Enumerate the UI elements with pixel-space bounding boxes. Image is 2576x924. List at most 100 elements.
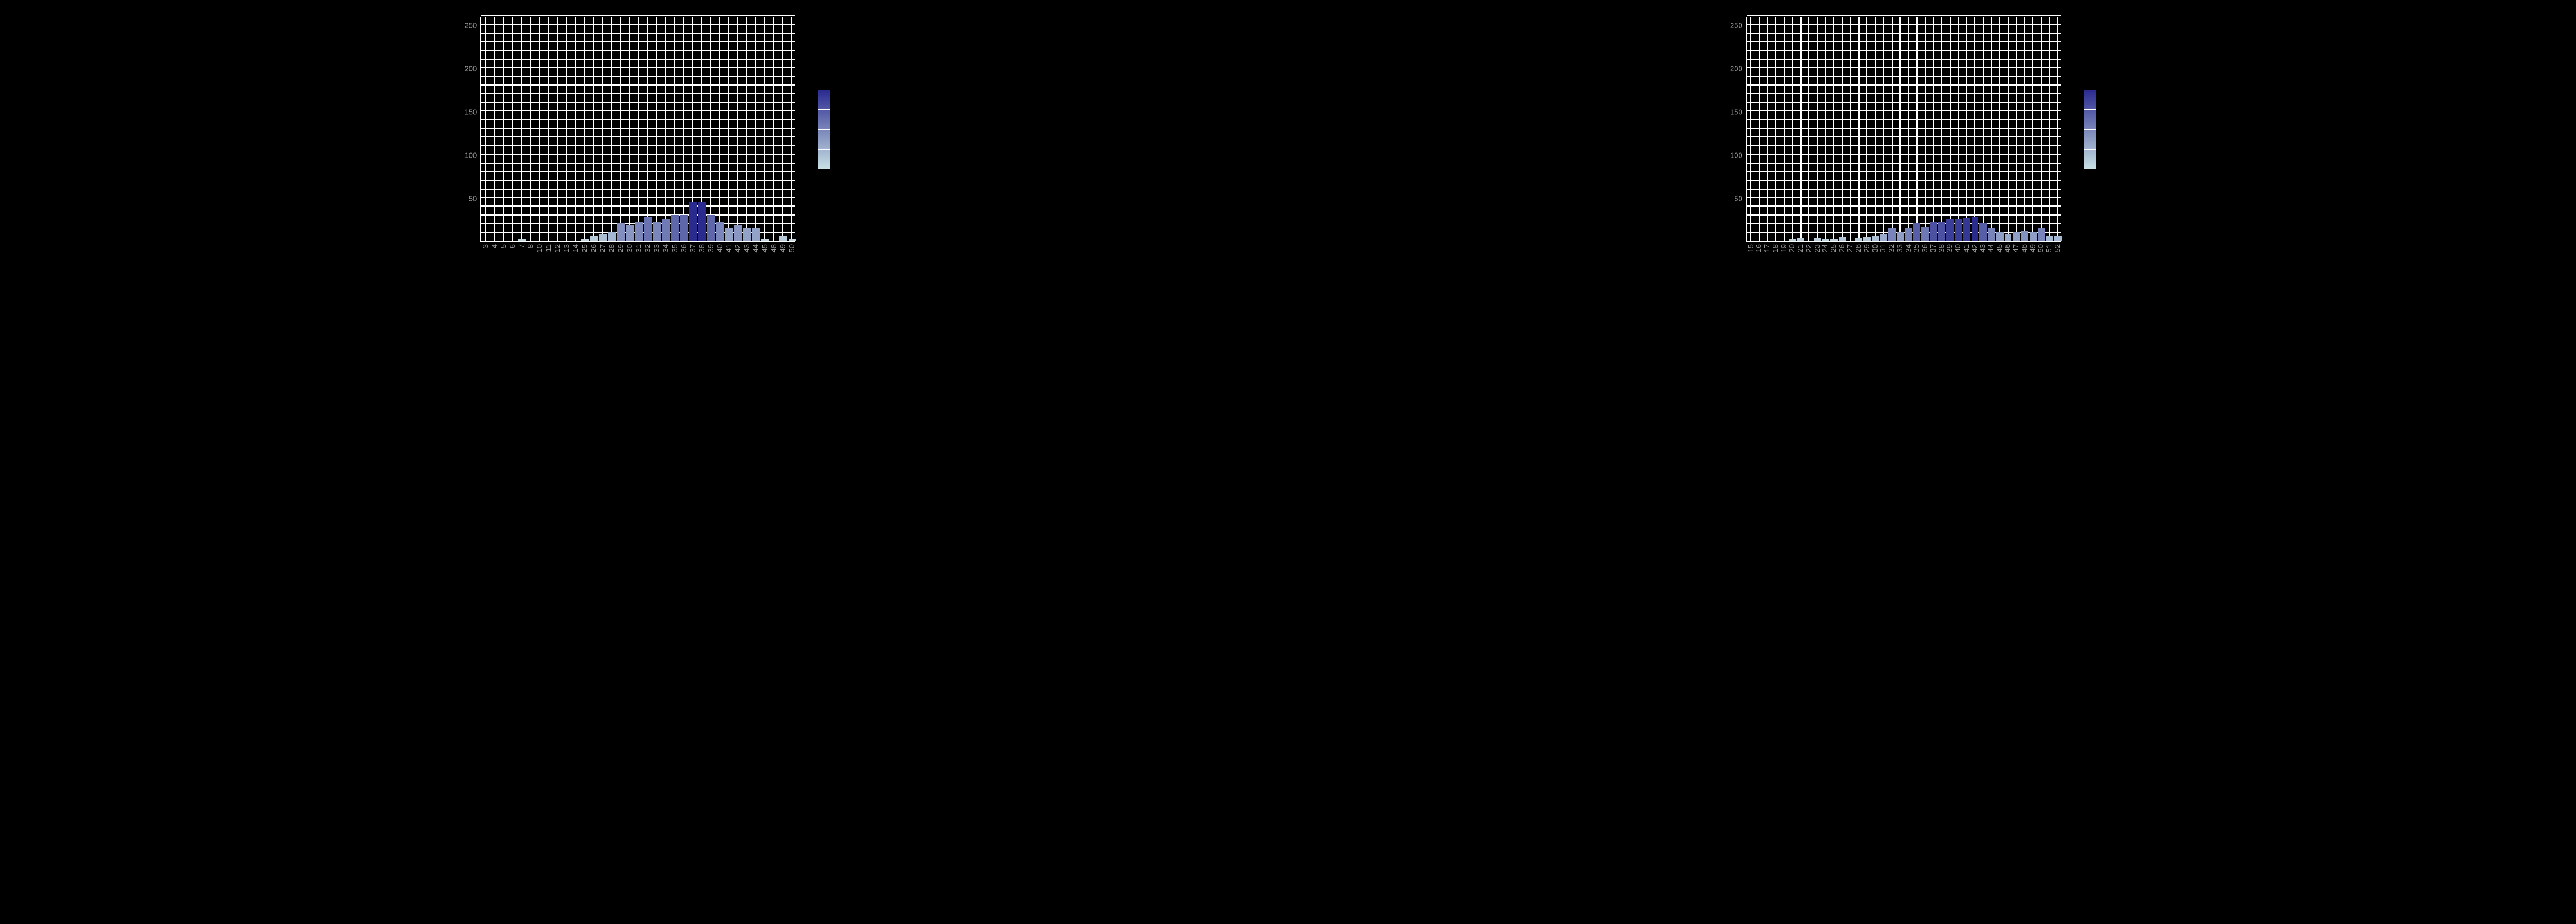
chart-panel-right: 5010015020025015161718192021222324252627… xyxy=(1746,17,2096,242)
charts-row: 5010015020025034567810111213142526272829… xyxy=(0,0,2576,924)
h-gridline xyxy=(1747,119,2061,120)
x-tick-label: 46 xyxy=(2003,242,2011,252)
h-gridline xyxy=(1747,24,2061,25)
bar xyxy=(752,228,760,241)
bar xyxy=(635,222,643,241)
v-gridline xyxy=(1784,17,1785,241)
x-tick-label: 26 xyxy=(1838,242,1846,252)
v-gridline xyxy=(764,17,765,241)
bar xyxy=(761,239,769,241)
v-gridline xyxy=(1817,17,1818,241)
x-tick-label: 30 xyxy=(1871,242,1879,252)
v-gridline xyxy=(1899,17,1901,241)
h-gridline xyxy=(1747,145,2061,146)
v-gridline xyxy=(746,17,747,241)
x-tick-label: 42 xyxy=(733,242,742,252)
h-gridline xyxy=(1747,50,2061,51)
x-tick-label: 3 xyxy=(481,242,490,248)
x-tick-label: 40 xyxy=(715,242,724,252)
v-gridline xyxy=(1883,17,1884,241)
bar xyxy=(653,222,661,241)
bar xyxy=(1930,222,1937,241)
h-gridline xyxy=(1747,205,2061,207)
x-tick-label: 51 xyxy=(2045,242,2053,252)
x-tick-label: 18 xyxy=(1771,242,1780,252)
v-gridline xyxy=(539,17,540,241)
x-tick-label: 14 xyxy=(571,242,580,252)
h-gridline xyxy=(1747,15,2061,16)
x-tick-label: 24 xyxy=(1821,242,1829,252)
bar xyxy=(1938,222,1946,241)
h-gridline xyxy=(1747,59,2061,60)
v-gridline xyxy=(1966,17,1967,241)
h-gridline xyxy=(1747,214,2061,216)
x-tick-label: 34 xyxy=(661,242,670,252)
y-tick-label: 150 xyxy=(1730,108,1746,116)
y-tick-label: 150 xyxy=(465,108,481,116)
v-gridline xyxy=(530,17,531,241)
bar xyxy=(1972,217,1979,241)
h-gridline xyxy=(1747,84,2061,86)
bar xyxy=(599,234,607,241)
x-tick-label: 7 xyxy=(517,242,526,248)
bar xyxy=(2030,232,2037,241)
bar xyxy=(2021,231,2028,241)
bar xyxy=(2046,236,2053,241)
h-gridline xyxy=(1747,76,2061,77)
plot-area xyxy=(480,17,795,242)
v-gridline xyxy=(710,17,711,241)
x-tick-label: 5 xyxy=(499,242,508,248)
v-gridline xyxy=(1750,17,1751,241)
v-gridline xyxy=(1808,17,1809,241)
x-tick-label: 35 xyxy=(670,242,679,252)
bar xyxy=(698,202,706,241)
colorbar-tick xyxy=(2084,109,2096,110)
bar xyxy=(1905,228,1912,241)
chart-left: 5010015020025034567810111213142526272829… xyxy=(480,17,795,242)
v-gridline xyxy=(503,17,504,241)
v-gridline xyxy=(1833,17,1834,241)
y-tick-label: 250 xyxy=(1730,21,1746,30)
h-gridline xyxy=(1747,110,2061,111)
h-gridline xyxy=(1747,67,2061,68)
x-tick-label: 6 xyxy=(508,242,517,248)
bar xyxy=(1897,232,1904,241)
bar xyxy=(689,202,697,241)
v-gridline xyxy=(773,17,774,241)
bar xyxy=(1996,232,2004,241)
v-gridline xyxy=(719,17,720,241)
bar xyxy=(725,228,733,241)
bar xyxy=(1913,223,1920,241)
v-gridline xyxy=(2008,17,2009,241)
x-tick-label: 50 xyxy=(2036,242,2045,252)
bar xyxy=(680,215,688,241)
v-gridline xyxy=(1800,17,1802,241)
bar xyxy=(626,225,634,241)
v-gridline xyxy=(602,17,603,241)
bar xyxy=(581,239,589,241)
v-gridline xyxy=(2041,17,2042,241)
x-tick-label: 45 xyxy=(760,242,769,252)
v-gridline xyxy=(1825,17,1826,241)
bar xyxy=(1921,227,1929,241)
v-gridline xyxy=(584,17,585,241)
bar xyxy=(1888,228,1896,241)
v-gridline xyxy=(2024,17,2025,241)
bar xyxy=(518,239,526,241)
bar xyxy=(662,219,670,241)
v-gridline xyxy=(494,17,495,241)
x-tick-label: 35 xyxy=(1912,242,1920,252)
bar xyxy=(1855,238,1862,241)
h-gridline xyxy=(1747,41,2061,42)
x-tick-label: 15 xyxy=(1746,242,1755,252)
v-gridline xyxy=(2016,17,2017,241)
x-tick-label: 36 xyxy=(679,242,688,252)
x-tick-label: 39 xyxy=(706,242,715,252)
bar xyxy=(734,225,742,241)
bar xyxy=(2013,232,2020,241)
v-gridline xyxy=(791,17,792,241)
x-tick-label: 29 xyxy=(616,242,625,252)
h-gridline xyxy=(1747,128,2061,129)
v-gridline xyxy=(521,17,522,241)
h-gridline xyxy=(1747,223,2061,224)
